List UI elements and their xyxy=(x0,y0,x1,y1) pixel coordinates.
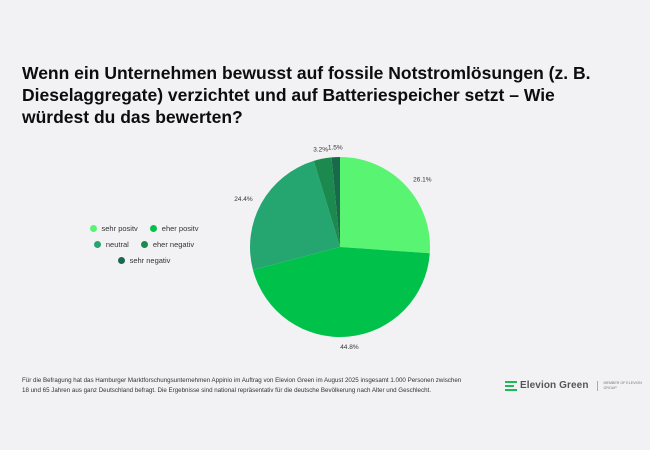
pie-slice-neutral xyxy=(250,160,340,270)
pie-labels: 26.1% 44.8% 24.4% 3.2% 1.5% xyxy=(234,145,432,351)
logo-text: Elevion Green xyxy=(520,380,589,391)
footnote: Für die Befragung hat das Hamburger Mark… xyxy=(22,377,462,394)
legend-swatch-sehr-negativ xyxy=(117,257,125,264)
logo-subline: MEMBER OF ELEVION GROUP xyxy=(596,380,646,391)
pie-slices xyxy=(250,157,430,338)
legend-item-sehr-positiv: sehr positv xyxy=(89,224,138,233)
legend-label: eher positv xyxy=(161,224,199,233)
legend-swatch-eher-positiv xyxy=(149,225,157,232)
legend-row-2: neutral eher negativ xyxy=(74,240,214,249)
pie-slice-eher-negativ xyxy=(313,157,340,247)
pie-slice-sehr-negativ xyxy=(331,157,340,247)
legend-item-sehr-negativ: sehr negativ xyxy=(117,256,171,265)
legend-item-neutral: neutral xyxy=(93,240,129,249)
pie-slice-eher-positiv xyxy=(252,247,430,338)
legend-swatch-sehr-positiv xyxy=(89,225,97,232)
data-label-eher-positiv: 44.8% xyxy=(340,344,359,351)
elevion-green-logo: Elevion Green MEMBER OF ELEVION GROUP xyxy=(505,380,646,391)
legend-row-3: sehr negativ xyxy=(74,256,214,265)
legend: sehr positv eher positv neutral eher neg… xyxy=(74,224,214,272)
data-label-sehr-negativ: 1.5% xyxy=(328,145,343,152)
legend-swatch-eher-negativ xyxy=(140,241,148,248)
logo-icon xyxy=(505,380,517,391)
legend-label: sehr negativ xyxy=(129,256,171,265)
data-label-eher-negativ: 3.2% xyxy=(313,146,328,153)
legend-label: neutral xyxy=(105,240,129,249)
legend-row-1: sehr positv eher positv xyxy=(74,224,214,233)
legend-label: eher negativ xyxy=(152,240,195,249)
legend-swatch-neutral xyxy=(93,241,101,248)
legend-label: sehr positv xyxy=(101,224,138,233)
legend-item-eher-negativ: eher negativ xyxy=(140,240,195,249)
pie-slice-sehr-positiv xyxy=(340,157,430,254)
data-label-neutral: 24.4% xyxy=(234,196,253,203)
chart-title: Wenn ein Unternehmen bewusst auf fossile… xyxy=(22,63,591,127)
legend-item-eher-positiv: eher positv xyxy=(149,224,199,233)
data-label-sehr-positiv: 26.1% xyxy=(413,176,432,183)
